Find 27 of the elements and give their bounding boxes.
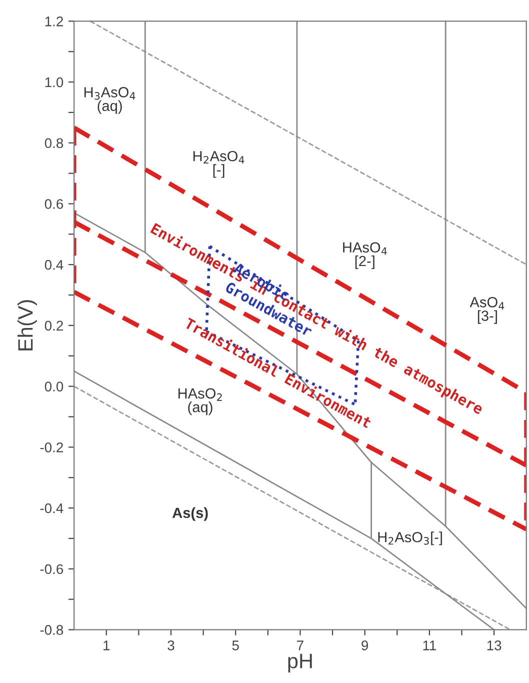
y-tick-label: 1.0 bbox=[45, 77, 64, 88]
annotation: HAsO$_{4}$ [2-] bbox=[343, 242, 387, 270]
annotation: As(s) bbox=[172, 507, 208, 521]
x-tick-label: 7 bbox=[297, 640, 304, 650]
x-axis-title: pH bbox=[288, 654, 312, 673]
x-tick-label: 9 bbox=[362, 640, 368, 650]
y-tick-label: 0.6 bbox=[44, 199, 64, 209]
y-tick-label: 0.2 bbox=[44, 320, 63, 331]
x-tick-label: 5 bbox=[232, 640, 239, 650]
y-tick-label: 1.2 bbox=[45, 16, 63, 26]
annotation: HAsO$_{2}$ (aq) bbox=[178, 388, 222, 416]
annotation: H$_{3}$AsO$_{4}$ (aq) bbox=[84, 87, 136, 114]
y-tick-label: -0.8 bbox=[40, 625, 64, 635]
y-tick-label: -0.6 bbox=[40, 564, 64, 574]
x-tick-label: 3 bbox=[168, 640, 174, 650]
y-axis-title: Eh(V) bbox=[18, 300, 37, 350]
y-tick-label: 0.0 bbox=[44, 382, 64, 392]
annotation: H$_{2}$AsO$_{3}$[-] bbox=[378, 532, 442, 546]
y-tick-label: -0.4 bbox=[40, 503, 64, 514]
y-tick-label: 0.8 bbox=[44, 138, 64, 148]
y-tick-label: 0.4 bbox=[44, 260, 64, 270]
annotation: AsO$_{4}$ [3-] bbox=[470, 297, 504, 324]
x-tick-label: 1 bbox=[104, 640, 110, 650]
y-tick-label: -0.2 bbox=[40, 442, 63, 452]
text: H$_{2}$AsO$_{4}$ [-] bbox=[193, 150, 244, 178]
x-tick-label: 11 bbox=[423, 640, 436, 650]
x-tick-label: 13 bbox=[487, 640, 502, 650]
